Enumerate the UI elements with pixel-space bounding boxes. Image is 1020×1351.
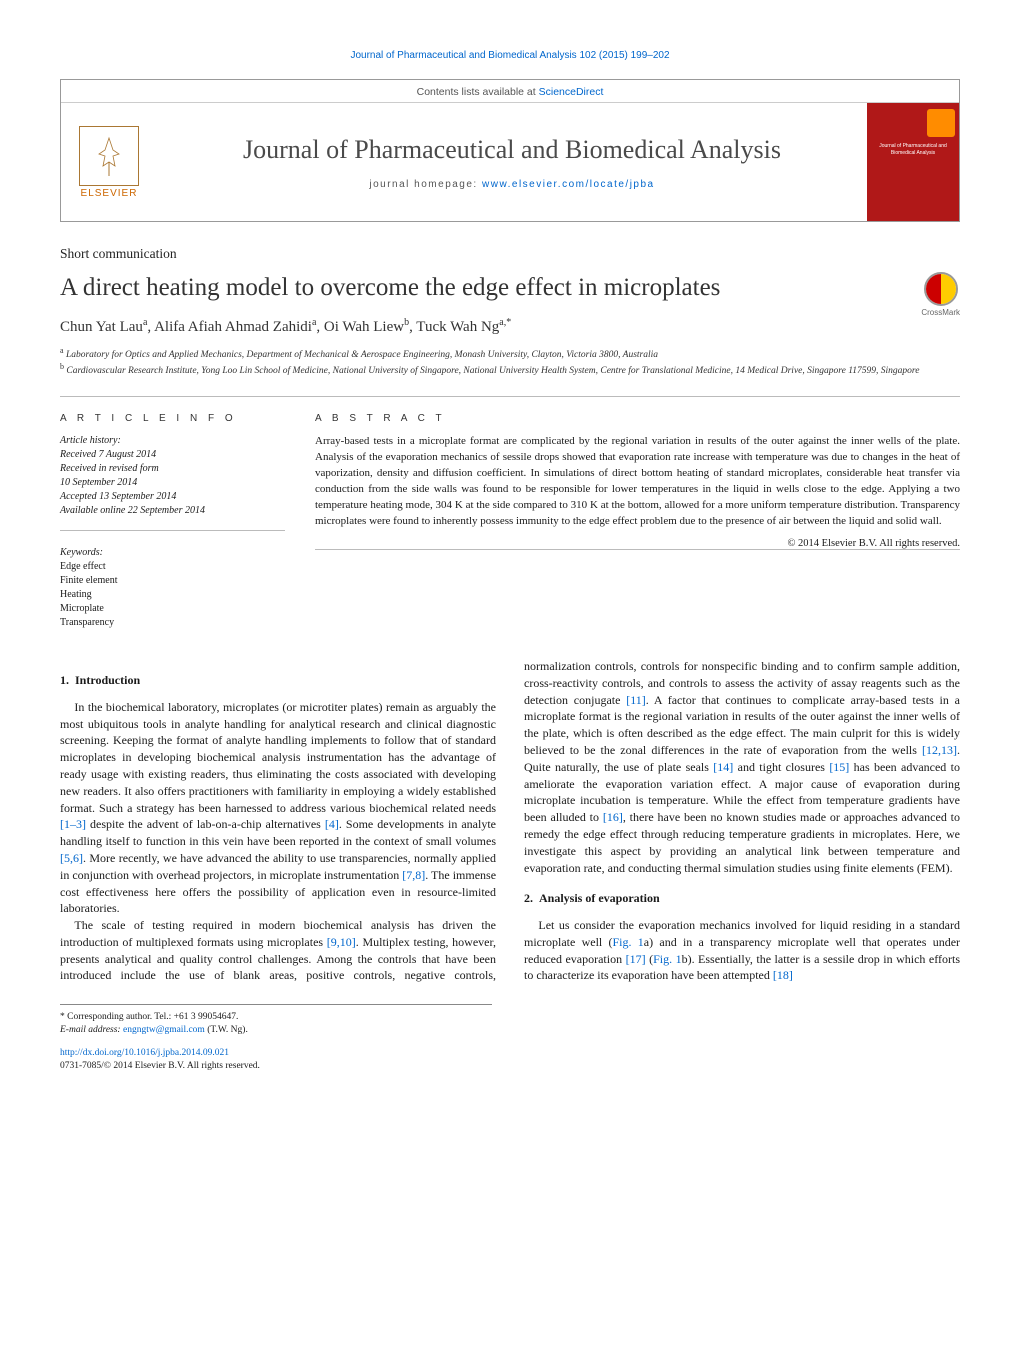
doi-link[interactable]: http://dx.doi.org/10.1016/j.jpba.2014.09… <box>60 1048 229 1058</box>
crossmark-label: CrossMark <box>921 308 960 317</box>
journal-cover-thumb[interactable]: Journal of Pharmaceutical and Biomedical… <box>867 103 959 221</box>
masthead: Contents lists available at ScienceDirec… <box>60 79 960 222</box>
footnote-marker: * <box>60 1012 65 1022</box>
section-heading: 1. Introduction <box>60 672 496 689</box>
history-line: Received 7 August 2014 <box>60 448 285 462</box>
issn-line: 0731-7085/© 2014 Elsevier B.V. All right… <box>60 1061 260 1071</box>
homepage-link[interactable]: www.elsevier.com/locate/jpba <box>482 179 655 190</box>
abstract-copyright: © 2014 Elsevier B.V. All rights reserved… <box>315 538 960 549</box>
journal-title: Journal of Pharmaceutical and Biomedical… <box>157 135 867 165</box>
elsevier-logo[interactable]: ELSEVIER <box>61 120 157 205</box>
history-line: Accepted 13 September 2014 <box>60 490 285 504</box>
history-line: 10 September 2014 <box>60 476 285 490</box>
body-paragraph: Let us consider the evaporation mechanic… <box>524 917 960 984</box>
homepage-prefix: journal homepage: <box>369 179 482 190</box>
article-title: A direct heating model to overcome the e… <box>60 272 907 303</box>
history-line: Available online 22 September 2014 <box>60 504 285 518</box>
footnote-email-label: E-mail address: <box>60 1025 121 1035</box>
history-line: Received in revised form <box>60 462 285 476</box>
running-header: Journal of Pharmaceutical and Biomedical… <box>60 50 960 61</box>
sciencedirect-link[interactable]: ScienceDirect <box>539 86 604 98</box>
elsevier-tree-icon <box>79 126 139 186</box>
elsevier-wordmark: ELSEVIER <box>81 188 138 199</box>
history-label: Article history: <box>60 434 285 448</box>
abstract-text: Array-based tests in a microplate format… <box>315 434 960 530</box>
masthead-contents-line: Contents lists available at ScienceDirec… <box>61 80 959 103</box>
keyword-item: Edge effect <box>60 560 285 574</box>
cover-thumb-text: Journal of Pharmaceutical and Biomedical… <box>871 143 955 156</box>
article-body: 1. Introduction In the biochemical labora… <box>60 658 960 984</box>
article-type: Short communication <box>60 246 960 262</box>
body-paragraph: In the biochemical laboratory, microplat… <box>60 699 496 917</box>
footnote-corresponding: Corresponding author. Tel.: +61 3 990546… <box>67 1012 238 1022</box>
keyword-item: Finite element <box>60 574 285 588</box>
abstract-divider <box>315 549 960 550</box>
section-heading: 2. Analysis of evaporation <box>524 890 960 907</box>
abstract-heading: A B S T R A C T <box>315 413 960 424</box>
affiliations: a Laboratory for Optics and Applied Mech… <box>60 346 960 378</box>
keyword-item: Heating <box>60 588 285 602</box>
article-info-heading: A R T I C L E I N F O <box>60 413 285 424</box>
cover-badge-icon <box>927 109 955 137</box>
crossmark-icon <box>924 272 958 306</box>
journal-homepage: journal homepage: www.elsevier.com/locat… <box>157 179 867 190</box>
footnote-email-link[interactable]: engngtw@gmail.com <box>123 1025 205 1035</box>
footnote-email-attribution: (T.W. Ng). <box>207 1025 248 1035</box>
article-history: Article history: Received 7 August 2014R… <box>60 434 285 531</box>
keywords-list: Edge effectFinite elementHeatingMicropla… <box>60 560 285 630</box>
keywords-label: Keywords: <box>60 547 285 558</box>
keyword-item: Transparency <box>60 616 285 630</box>
contents-prefix: Contents lists available at <box>417 86 536 98</box>
corresponding-author-footnote: * Corresponding author. Tel.: +61 3 9905… <box>60 1004 492 1072</box>
crossmark-badge[interactable]: CrossMark <box>921 272 960 317</box>
keyword-item: Microplate <box>60 602 285 616</box>
author-list: Chun Yat Laua, Alifa Afiah Ahmad Zahidia… <box>60 317 960 336</box>
